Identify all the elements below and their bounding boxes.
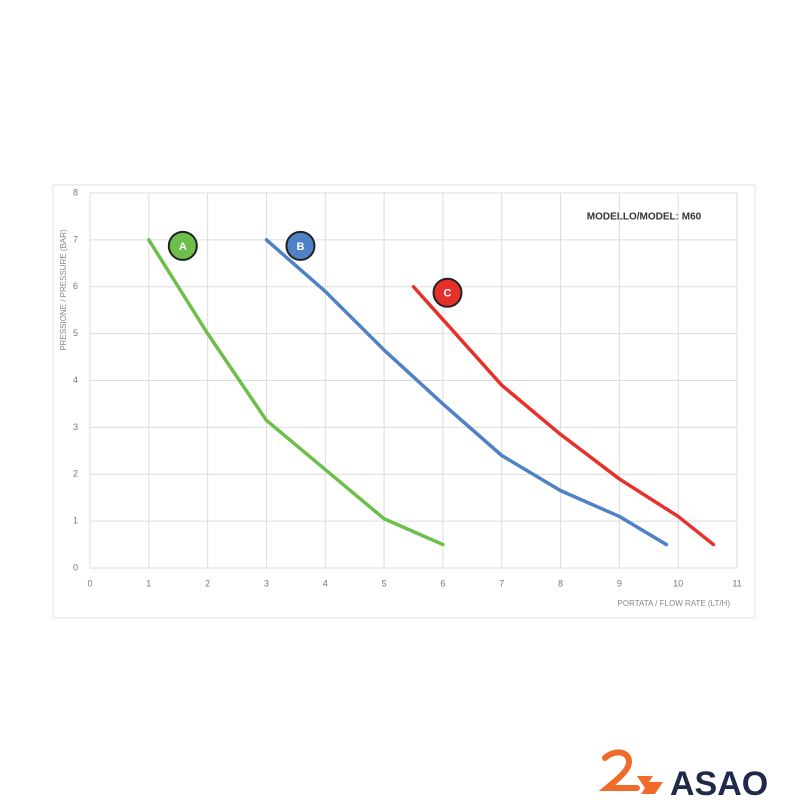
y-axis-label: PRESSIONE / PRESSURE (BAR) (59, 229, 68, 351)
x-axis-label: PORTATA / FLOW RATE (LT/H) (618, 599, 731, 608)
x-tick-label: 5 (382, 578, 387, 588)
series-label: A (179, 241, 187, 253)
x-tick-label: 9 (617, 578, 622, 588)
x-tick-label: 0 (87, 578, 92, 588)
series-line (411, 285, 716, 547)
y-tick-label: 3 (73, 422, 78, 432)
x-tick-label: 7 (499, 578, 504, 588)
x-tick-label: 2 (205, 578, 210, 588)
x-tick-label: 8 (558, 578, 563, 588)
series-label: C (444, 288, 452, 300)
y-tick-label: 8 (73, 187, 78, 197)
chart-title: MODELLO/MODEL: M60 (587, 212, 702, 223)
logo-text: ASAO (670, 765, 768, 800)
y-tick-label: 0 (73, 562, 78, 572)
x-tick-label: 4 (323, 578, 328, 588)
series-line (264, 238, 669, 547)
x-tick-label: 3 (264, 578, 269, 588)
y-tick-label: 6 (73, 281, 78, 291)
series-badge (432, 277, 463, 308)
y-tick-label: 5 (73, 328, 78, 338)
series-badge (285, 230, 316, 261)
x-tick-label: 6 (440, 578, 445, 588)
y-tick-label: 4 (73, 375, 78, 385)
y-tick-label: 1 (73, 516, 78, 526)
logo-swoosh (598, 749, 640, 791)
series-badge (167, 230, 198, 261)
logo-icon (598, 749, 663, 794)
y-tick-label: 2 (73, 469, 78, 479)
x-tick-label: 11 (732, 578, 741, 588)
x-tick-label: 1 (146, 578, 151, 588)
plot-frame (52, 184, 756, 619)
series-label: B (296, 241, 304, 253)
logo-mark (637, 776, 663, 794)
y-tick-label: 7 (73, 234, 78, 244)
series-line (147, 238, 445, 547)
x-tick-label: 10 (673, 578, 683, 588)
